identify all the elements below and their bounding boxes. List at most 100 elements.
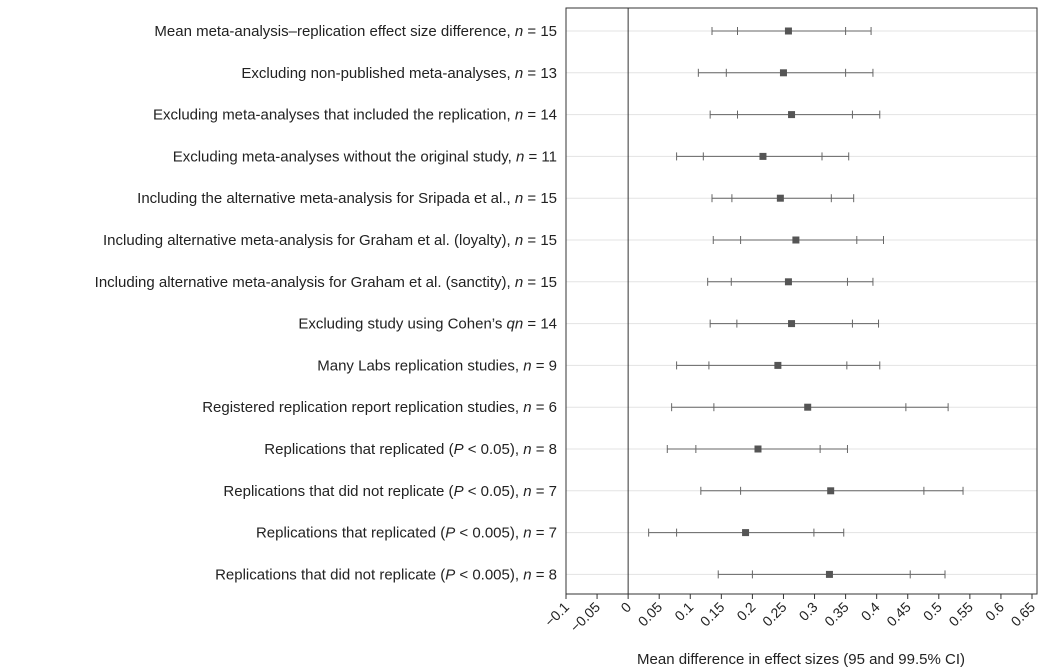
equals-sign: = (532, 566, 549, 583)
equals-sign: = (523, 274, 540, 291)
row-label: Including alternative meta-analysis for … (103, 232, 557, 249)
row-label-text: Including alternative meta-analysis for … (103, 232, 515, 249)
row-label-text: Replications that did not replicate ( (215, 566, 445, 583)
row-label-italic: P (454, 483, 464, 500)
x-tick-label: 0.4 (858, 599, 883, 624)
row-label-suffix: < 0.05), (464, 483, 524, 500)
row-label: Excluding study using Cohen’s qn = 14 (298, 316, 557, 333)
row-n-value: 14 (540, 107, 557, 124)
x-tick-label: 0.1 (671, 599, 696, 624)
equals-sign: = (532, 483, 549, 500)
point-estimate (788, 111, 796, 119)
x-tick-label: 0.65 (1008, 599, 1039, 630)
row-label-text: Replications that replicated ( (264, 441, 453, 458)
equals-sign: = (532, 441, 549, 458)
x-tick-label: 0.55 (945, 599, 976, 630)
n-symbol: n (515, 274, 523, 291)
equals-sign: = (523, 65, 540, 82)
row-label: Registered replication report replicatio… (202, 399, 557, 416)
equals-sign: = (532, 357, 549, 374)
row-n-value: 7 (549, 483, 557, 500)
row-label-text: Replications that did not replicate ( (223, 483, 453, 500)
x-tick-label: 0.15 (697, 599, 728, 630)
row-label: Replications that replicated (P < 0.05),… (264, 441, 557, 458)
n-symbol: n (515, 190, 523, 207)
row-label: Replications that did not replicate (P <… (223, 483, 557, 500)
x-tick-label: 0 (617, 599, 634, 616)
row-label-italic: P (445, 525, 455, 542)
n-symbol: n (523, 357, 531, 374)
row-label-italic: q (507, 316, 516, 333)
n-symbol: n (515, 232, 523, 249)
equals-sign: = (532, 399, 549, 416)
equals-sign: = (523, 316, 540, 333)
equals-sign: = (523, 232, 540, 249)
row-label: Replications that did not replicate (P <… (215, 566, 557, 583)
row-n-value: 6 (549, 399, 557, 416)
row-label: Including the alternative meta-analysis … (137, 190, 557, 207)
x-tick-label: 0.5 (920, 599, 945, 624)
row-n-value: 15 (540, 274, 557, 291)
n-symbol: n (515, 65, 523, 82)
equals-sign: = (523, 107, 540, 124)
n-symbol: n (516, 148, 524, 165)
row-label-text: Excluding study using Cohen’s (298, 316, 506, 333)
point-estimate (784, 27, 792, 35)
point-estimate (759, 152, 767, 160)
grid-lines (566, 30, 1037, 575)
equals-sign: = (523, 190, 540, 207)
row-n-value: 15 (540, 190, 557, 207)
row-label-text: Registered replication report replicatio… (202, 399, 523, 416)
point-estimate (774, 361, 782, 369)
x-tick-label: 0.6 (982, 599, 1007, 624)
n-symbol: n (523, 483, 531, 500)
x-tick-label: 0.2 (733, 599, 758, 624)
row-n-value: 15 (540, 23, 557, 40)
x-axis-ticks: −0.1−0.05 0 0.05 0.1 0.15 0.2 0.25 0.3 0.35 0.4 0.… (541, 594, 1038, 635)
row-label-suffix: < 0.005), (455, 566, 523, 583)
n-symbol: n (515, 23, 523, 40)
n-symbol: n (515, 316, 523, 333)
x-tick-label: 0.3 (796, 599, 821, 624)
n-symbol: n (515, 107, 523, 124)
row-label-italic: P (445, 566, 455, 583)
point-estimate (804, 403, 812, 411)
row-label: Excluding meta-analyses that included th… (153, 107, 557, 124)
x-tick-label: −0.05 (567, 599, 604, 636)
row-label: Excluding non-published meta-analyses, n… (241, 65, 557, 82)
equals-sign: = (532, 525, 549, 542)
row-label: Many Labs replication studies, n = 9 (317, 357, 557, 374)
row-label-text: Excluding meta-analyses that included th… (153, 107, 515, 124)
row-label-text: Including the alternative meta-analysis … (137, 190, 515, 207)
point-estimate (792, 236, 800, 244)
point-estimate (827, 487, 835, 495)
point-estimate (784, 278, 792, 286)
x-tick-label: 0.35 (821, 599, 852, 630)
n-symbol: n (523, 525, 531, 542)
point-estimate (825, 570, 833, 578)
x-tick-label: 0.05 (635, 599, 666, 630)
n-symbol: n (523, 441, 531, 458)
plot-frame (565, 7, 1038, 595)
x-tick-label: 0.25 (759, 599, 790, 630)
n-symbol: n (523, 399, 531, 416)
row-label-text: Many Labs replication studies, (317, 357, 523, 374)
point-estimate (742, 529, 750, 537)
row-n-value: 7 (549, 525, 557, 542)
point-estimate (776, 194, 784, 202)
n-symbol: n (523, 566, 531, 583)
point-estimate (754, 445, 762, 453)
x-axis-label: Mean difference in effect sizes (95 and … (637, 651, 965, 668)
equals-sign: = (524, 148, 541, 165)
x-tick-label: 0.45 (883, 599, 914, 630)
row-label-text: Including alternative meta-analysis for … (95, 274, 515, 291)
row-n-value: 8 (549, 566, 557, 583)
row-label: Including alternative meta-analysis for … (95, 274, 557, 291)
row-label: Mean meta-analysis–replication effect si… (154, 23, 557, 40)
row-label-suffix: < 0.005), (455, 525, 523, 542)
row-label-text: Excluding meta-analyses without the orig… (173, 148, 516, 165)
row-label-suffix: < 0.05), (464, 441, 524, 458)
row-n-value: 15 (540, 232, 557, 249)
point-estimate (788, 320, 796, 328)
